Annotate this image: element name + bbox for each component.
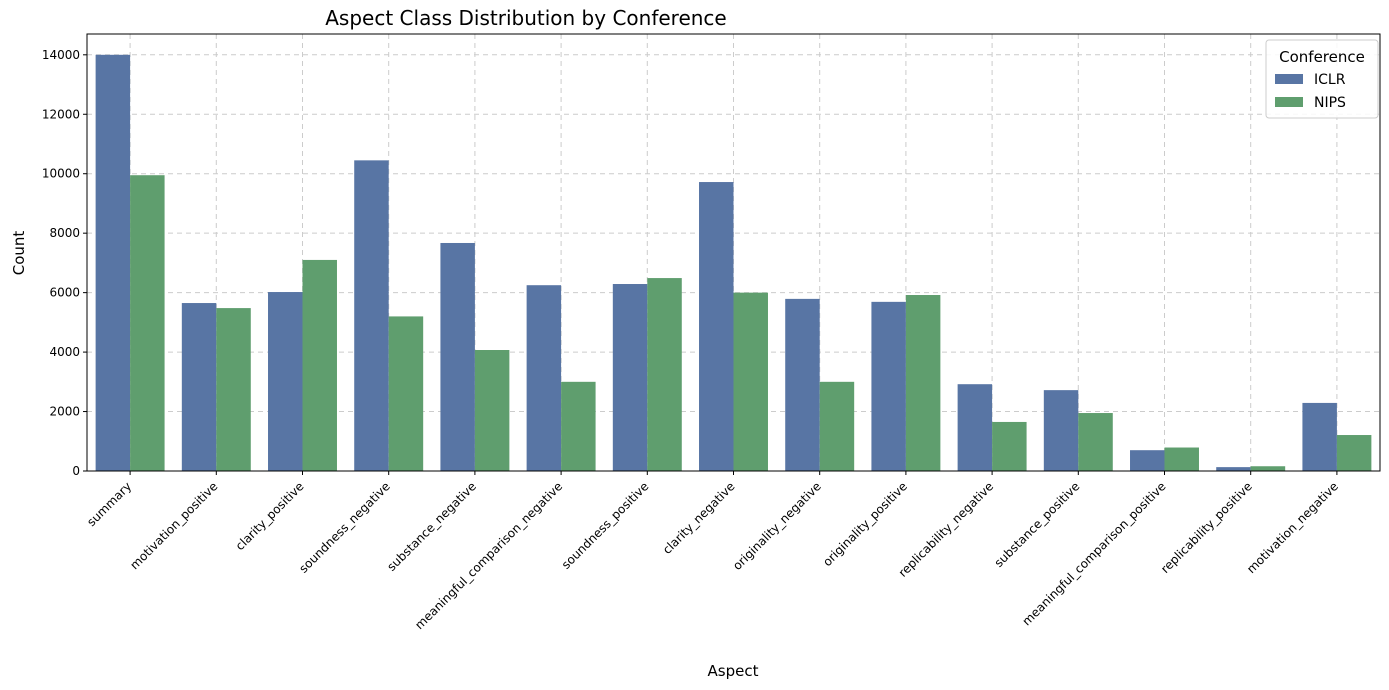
y-tick-label: 8000 [49, 226, 80, 240]
bar-nips-originality-positive [905, 295, 941, 471]
bar-nips-clarity-positive [302, 259, 337, 471]
y-tick-label: 2000 [49, 405, 80, 419]
bar-nips-motivation-negative [1336, 435, 1372, 471]
bar-nips-meaningful-comparison-negative [561, 381, 596, 471]
bar-iclr-soundness-negative [354, 160, 389, 471]
bar-nips-soundness-positive [647, 278, 682, 471]
bar-iclr-originality-positive [871, 301, 906, 471]
bar-nips-soundness-negative [388, 316, 424, 471]
chart-title: Aspect Class Distribution by Conference [325, 6, 726, 30]
legend-label-nips: NIPS [1314, 95, 1346, 111]
legend-label-iclr: ICLR [1314, 72, 1346, 88]
x-tick-label: substance_positive [992, 479, 1083, 570]
x-tick-label: replicability_positive [1158, 479, 1255, 576]
bar-nips-substance-negative [474, 350, 510, 471]
y-tick-label: 10000 [42, 167, 80, 181]
bar-nips-meaningful-comparison-positive [1164, 447, 1199, 471]
x-tick-label: motivation_negative [1244, 479, 1341, 576]
y-tick-label: 6000 [49, 286, 80, 300]
x-tick-label: substance_negative [384, 479, 479, 574]
bars [95, 54, 1372, 472]
bar-iclr-summary [95, 54, 131, 472]
x-tick-label: summary [84, 479, 134, 529]
y-tick-label: 0 [72, 464, 80, 478]
x-tick-label: soundness_positive [559, 479, 652, 572]
x-tick-label: originality_negative [730, 479, 824, 573]
x-tick-label: clarity_negative [660, 479, 738, 557]
x-tick-label: replicability_negative [896, 479, 997, 580]
bar-nips-summary [130, 175, 165, 471]
bar-nips-substance-positive [1078, 413, 1113, 471]
bar-iclr-substance-negative [440, 242, 475, 471]
axes [83, 33, 1381, 475]
bar-iclr-substance-positive [1043, 390, 1079, 471]
x-tick-label: clarity_positive [233, 479, 307, 553]
legend-swatch-iclr [1275, 74, 1303, 84]
x-tick-label: originality_positive [820, 479, 910, 569]
x-tick-label: meaningful_comparison_negative [412, 479, 565, 632]
bar-iclr-soundness-positive [612, 284, 648, 471]
bar-iclr-clarity-negative [699, 182, 734, 471]
bar-nips-originality-negative [819, 381, 855, 471]
legend: Conference ICLR NIPS [1265, 39, 1379, 119]
y-axis-title: Count [10, 231, 28, 276]
x-axis-title: Aspect [708, 662, 759, 680]
plot-frame [86, 33, 1381, 472]
bar-iclr-originality-negative [785, 298, 820, 471]
legend-swatch-nips [1275, 97, 1303, 107]
bar-nips-motivation-positive [216, 308, 251, 471]
bar-iclr-replicability-positive [1216, 467, 1251, 471]
y-tick-label: 14000 [42, 48, 80, 62]
x-tick-label: meaningful_comparison_positive [1019, 479, 1168, 628]
y-tick-label: 4000 [49, 345, 80, 359]
bar-iclr-motivation-positive [181, 303, 217, 471]
bar-iclr-meaningful-comparison-negative [526, 285, 562, 471]
legend-title: Conference [1279, 48, 1365, 66]
y-tick-label: 12000 [42, 107, 80, 121]
bar-nips-clarity-negative [733, 292, 768, 471]
bar-iclr-clarity-positive [268, 292, 303, 471]
bar-nips-replicability-negative [992, 421, 1027, 471]
x-tick-label: soundness_negative [296, 479, 392, 575]
bar-nips-replicability-positive [1250, 466, 1286, 471]
bar-iclr-motivation-negative [1302, 402, 1337, 471]
bar-iclr-replicability-negative [957, 384, 993, 471]
y-tick-labels: 0 2000 4000 6000 8000 10000 12000 14000 [42, 48, 80, 478]
x-tick-label: motivation_positive [127, 479, 220, 572]
bar-iclr-meaningful-comparison-positive [1130, 450, 1165, 471]
